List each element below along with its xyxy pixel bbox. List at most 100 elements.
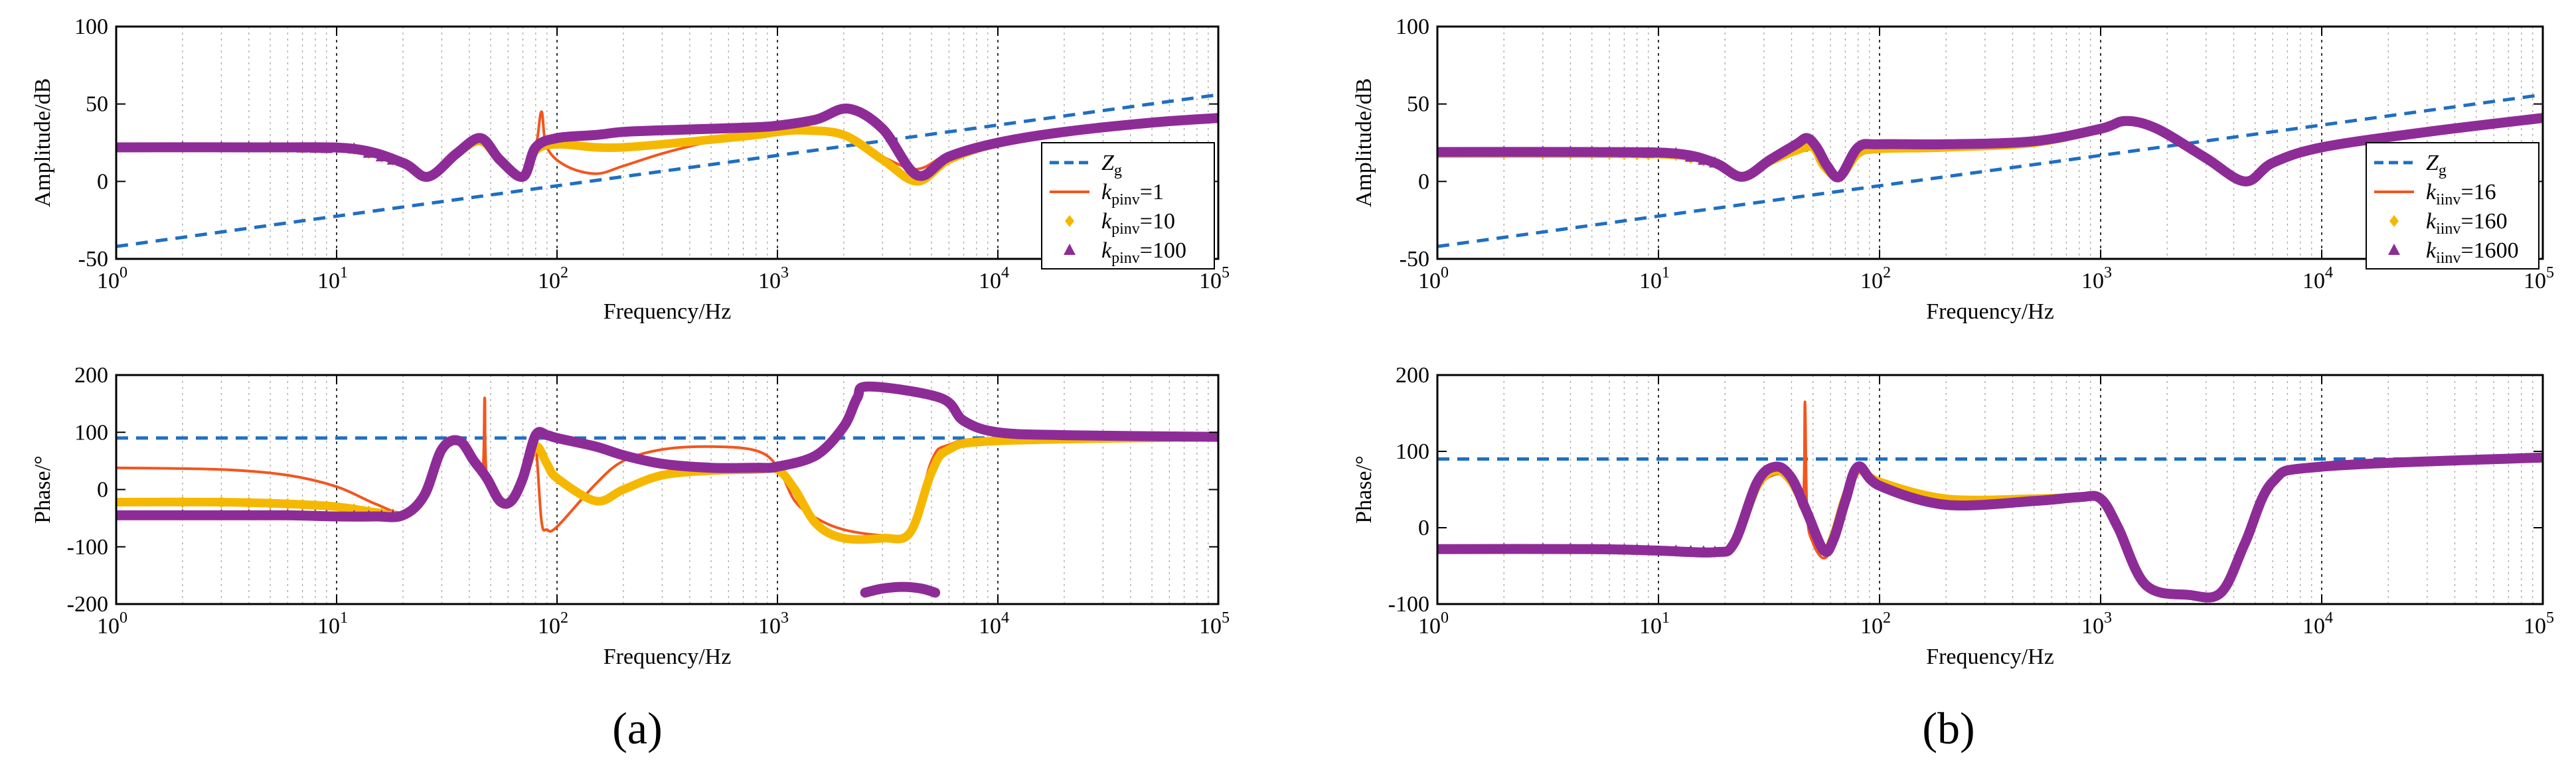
y-tick-label: -100 — [1388, 592, 1429, 617]
y-tick-label: 100 — [74, 15, 108, 39]
series-kpinv100-marker — [116, 141, 122, 152]
series-kiinv1600-marker — [1437, 145, 1443, 157]
legend-entry-0: Zg — [2426, 151, 2447, 179]
series-kiinv1600-marker — [1498, 542, 1510, 554]
x-tick-label: 104 — [979, 609, 1009, 639]
panel-label-a: (a) — [612, 703, 662, 753]
series-kiinv1600-marker — [1709, 156, 1722, 168]
panel-label-b: (b) — [1922, 703, 1974, 753]
y-tick-label: 50 — [86, 92, 108, 117]
series-kpinv10-marker — [244, 497, 254, 509]
series-kpinv10-marker — [310, 499, 320, 512]
series-kiinv1600-marker — [1564, 542, 1577, 554]
x-tick-label: 104 — [2302, 609, 2333, 639]
series-kpinv100-marker — [362, 146, 375, 158]
x-tick-label: 104 — [2302, 264, 2333, 293]
legend-entry-2: kiinv=160 — [2426, 209, 2508, 238]
series-kpinv100-marker — [296, 141, 309, 153]
y-axis-title: Amplitude/dB — [31, 78, 55, 208]
series-kpinv100-marker — [116, 508, 122, 520]
series-kpinv100-marker — [386, 508, 399, 520]
plot-frame — [1436, 25, 2544, 260]
plot-frame — [115, 25, 1220, 260]
series-kpinv100-marker — [282, 508, 294, 520]
series-kiinv1600-marker — [1437, 542, 1443, 554]
y-tick-label: 200 — [74, 363, 108, 388]
y-axis-title: Amplitude/dB — [1352, 78, 1376, 208]
plot-frame — [115, 374, 1220, 605]
series-kiinv1600-marker — [1564, 145, 1577, 157]
series-kpinv100-marker — [348, 142, 361, 154]
series-kpinv100-marker — [309, 141, 321, 153]
y-tick-label: -50 — [78, 247, 108, 271]
legend-marker-3 — [2388, 244, 2400, 255]
plot-frame — [1436, 374, 2544, 605]
series-kiinv1600-marker — [1642, 544, 1654, 556]
x-tick-label: 100 — [1418, 609, 1449, 639]
series-kiinv1600-marker — [1642, 146, 1654, 158]
chart-a-phase: -200 -100 0 100 200 100 101 102 103 104 105 Frequen… — [31, 363, 1230, 669]
series-kiinv1600-marker — [1697, 153, 1710, 165]
series-kiinv1600-marker — [1670, 544, 1682, 556]
x-tick-label: 103 — [758, 264, 789, 293]
series-group — [1437, 93, 2543, 248]
y-tick-label: 100 — [1396, 439, 1429, 464]
series-kpinv10-line — [116, 432, 1218, 544]
x-tick-label: 103 — [2081, 264, 2112, 293]
series-kpinv100-marker — [176, 508, 189, 520]
series-kiinv1600-marker — [1618, 145, 1631, 157]
series-kpinv10-marker — [297, 499, 307, 511]
legend-entry-1: kiinv=16 — [2426, 180, 2496, 208]
series-kiinv1600-marker — [1684, 544, 1697, 556]
series-kpinv100-marker — [242, 508, 255, 520]
x-tick-label: 105 — [2524, 609, 2554, 639]
series-kiinv1600-marker — [1585, 145, 1598, 157]
series-kiinv1600-marker — [1585, 542, 1598, 554]
series-kpinv100-line — [116, 381, 1218, 522]
series-kpinv100-marker — [282, 141, 294, 153]
series-kpinv100-marker — [348, 510, 361, 522]
y-tick-label: 0 — [1418, 516, 1429, 540]
y-tick-label: -200 — [67, 592, 108, 617]
series-kiinv1600-marker — [1670, 147, 1682, 159]
series-group — [116, 93, 1218, 248]
series-kiinv1600-marker — [1498, 145, 1510, 157]
series-kpinv100-marker — [362, 510, 375, 522]
series-kiinv1600-marker — [1631, 146, 1643, 158]
y-tick-label: 0 — [97, 478, 108, 502]
x-tick-label: 101 — [1639, 609, 1670, 639]
legend-marker-2 — [1065, 215, 1074, 227]
x-tick-label: 101 — [1639, 264, 1670, 293]
x-tick-label: 100 — [97, 609, 127, 639]
series-group — [116, 381, 1218, 598]
series-kiinv1600-marker — [1603, 542, 1616, 554]
series-kpinv100-marker — [375, 150, 388, 162]
series-kpinv100-marker — [375, 509, 388, 521]
y-tick-label: 50 — [1407, 92, 1429, 117]
x-axis-title: Frequency/Hz — [1926, 645, 2054, 669]
legend-marker-2 — [2389, 215, 2399, 227]
series-kiinv1600-marker — [1709, 545, 1722, 557]
y-tick-label: 100 — [1396, 15, 1429, 39]
series-kiinv1600-line — [1437, 113, 2543, 187]
legend-marker-3 — [1064, 244, 1076, 255]
x-tick-label: 105 — [1199, 609, 1230, 639]
series-kpinv100-marker — [386, 153, 399, 165]
series-kpinv10-marker — [116, 496, 121, 508]
x-tick-label: 100 — [97, 264, 127, 293]
x-tick-label: 100 — [1418, 264, 1449, 293]
series-kiinv1600-line — [1437, 452, 2543, 603]
x-axis-title: Frequency/Hz — [604, 299, 732, 324]
series-kpinv100-marker — [320, 141, 333, 153]
y-tick-label: -100 — [67, 535, 108, 560]
x-tick-label: 102 — [1860, 609, 1891, 639]
legend-entry-1: kpinv=1 — [1101, 180, 1164, 208]
y-tick-label: 0 — [97, 169, 108, 194]
y-tick-label: 200 — [1396, 363, 1429, 388]
series-kiinv1600-marker — [1631, 543, 1643, 555]
series-kpinv100-marker — [215, 508, 228, 520]
